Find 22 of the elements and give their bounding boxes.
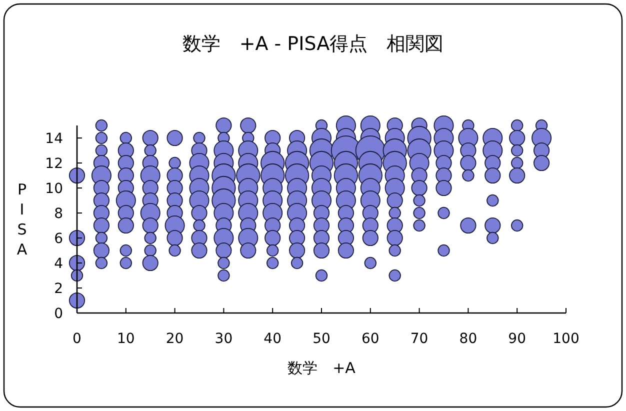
x-tick-label: 80 [459, 331, 478, 347]
y-tick-label: 6 [54, 231, 64, 247]
x-tick-label: 30 [214, 331, 233, 347]
y-tick-label: 0 [54, 306, 63, 322]
x-tick-label: 10 [116, 331, 135, 347]
x-tick-label: 50 [312, 331, 330, 347]
x-tick-label: 60 [361, 331, 380, 347]
x-axis-title: 数学 +A [288, 359, 356, 377]
y-tick-label: 12 [45, 156, 63, 172]
x-tick-label: 20 [166, 331, 184, 347]
x-tick-label: 90 [508, 331, 526, 347]
y-tick-label: 4 [54, 256, 64, 272]
y-tick-label: 10 [45, 181, 63, 197]
chart-title: 数学 +A - PISA得点 相関図 [182, 33, 444, 55]
y-tick-label: 14 [45, 131, 64, 147]
x-tick-label: 100 [552, 331, 580, 347]
x-tick-label: 0 [72, 331, 82, 347]
x-tick-label: 70 [410, 331, 428, 347]
y-axis-title: PISA [16, 180, 28, 258]
y-tick-label: 8 [54, 206, 63, 222]
y-tick-label: 2 [54, 281, 63, 297]
x-tick-label: 40 [264, 331, 282, 347]
